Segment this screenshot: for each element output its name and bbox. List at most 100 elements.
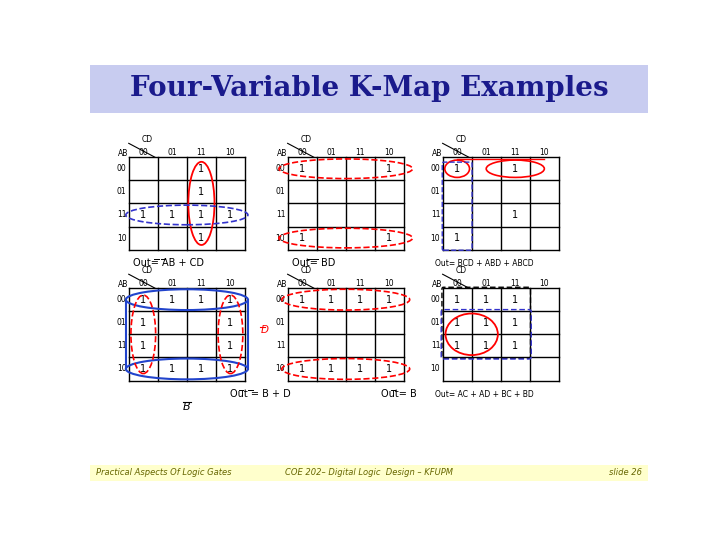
Text: 01: 01 — [117, 318, 127, 327]
Text: 1: 1 — [454, 233, 460, 243]
Text: 01: 01 — [482, 148, 491, 157]
Text: 1: 1 — [198, 295, 204, 305]
Text: 10: 10 — [431, 364, 441, 374]
Text: 01: 01 — [326, 148, 336, 157]
Text: 11: 11 — [431, 211, 441, 219]
Text: 1: 1 — [198, 210, 204, 220]
Text: 1: 1 — [228, 318, 233, 328]
Text: 10: 10 — [539, 148, 549, 157]
Text: 1: 1 — [483, 295, 490, 305]
Text: 11: 11 — [117, 341, 127, 350]
Text: Four-Variable K-Map Examples: Four-Variable K-Map Examples — [130, 75, 608, 102]
Text: 10: 10 — [384, 279, 394, 288]
Text: 10: 10 — [117, 233, 127, 242]
Text: 1: 1 — [228, 210, 233, 220]
Text: 11: 11 — [356, 279, 365, 288]
Text: AB: AB — [431, 280, 442, 289]
Text: CD: CD — [142, 266, 153, 275]
Text: 01: 01 — [276, 187, 285, 197]
Text: Out= B: Out= B — [381, 389, 416, 400]
Text: Practical Aspects Of Logic Gates: Practical Aspects Of Logic Gates — [96, 468, 232, 477]
Text: 1: 1 — [483, 318, 490, 328]
Text: 1: 1 — [198, 364, 204, 374]
Text: 1: 1 — [483, 341, 490, 351]
Text: 10: 10 — [276, 364, 285, 374]
Text: slide 26: slide 26 — [609, 468, 642, 477]
Text: 11: 11 — [197, 279, 206, 288]
Text: 00: 00 — [297, 279, 307, 288]
Text: 1: 1 — [299, 164, 305, 174]
Text: 01: 01 — [326, 279, 336, 288]
Text: Out= AB + CD: Out= AB + CD — [132, 259, 204, 268]
Text: Out = B + D: Out = B + D — [230, 389, 290, 400]
Text: COE 202– Digital Logic  Design – KFUPM: COE 202– Digital Logic Design – KFUPM — [285, 468, 453, 477]
Text: 01: 01 — [168, 279, 177, 288]
Text: 1: 1 — [140, 364, 146, 374]
Text: CD: CD — [456, 266, 467, 275]
Text: 00: 00 — [276, 295, 285, 304]
Text: Out= BD: Out= BD — [292, 259, 335, 268]
Text: 1: 1 — [454, 295, 460, 305]
Text: 1: 1 — [454, 318, 460, 328]
Text: CD: CD — [142, 136, 153, 145]
Text: CD: CD — [456, 136, 467, 145]
Text: 1: 1 — [198, 187, 204, 197]
Text: 1: 1 — [169, 295, 176, 305]
Text: 01: 01 — [431, 187, 441, 197]
Text: 01: 01 — [482, 279, 491, 288]
Text: AB: AB — [276, 149, 287, 158]
Text: 1: 1 — [299, 233, 305, 243]
Text: D: D — [261, 326, 269, 335]
Text: 1: 1 — [387, 295, 392, 305]
Text: 1: 1 — [387, 233, 392, 243]
Text: 10: 10 — [431, 233, 441, 242]
Text: 1: 1 — [357, 364, 364, 374]
Text: 11: 11 — [510, 279, 520, 288]
Text: 00: 00 — [138, 279, 148, 288]
Text: 1: 1 — [140, 295, 146, 305]
Text: 00: 00 — [452, 148, 462, 157]
Text: 1: 1 — [387, 164, 392, 174]
Text: 01: 01 — [431, 318, 441, 327]
Text: 11: 11 — [276, 211, 285, 219]
Text: 10: 10 — [225, 279, 235, 288]
Text: 1: 1 — [140, 318, 146, 328]
Text: 11: 11 — [197, 148, 206, 157]
Text: CD: CD — [301, 136, 312, 145]
Text: 1: 1 — [512, 295, 518, 305]
Text: 00: 00 — [431, 295, 441, 304]
Text: 11: 11 — [431, 341, 441, 350]
Text: 1: 1 — [228, 295, 233, 305]
FancyBboxPatch shape — [90, 65, 648, 112]
Text: 11: 11 — [510, 148, 520, 157]
Text: 1: 1 — [228, 364, 233, 374]
Text: 00: 00 — [138, 148, 148, 157]
Text: AB: AB — [276, 280, 287, 289]
Text: Out= BCD + ABD + ABCD: Out= BCD + ABD + ABCD — [435, 259, 534, 268]
Text: 1: 1 — [387, 364, 392, 374]
Text: 1: 1 — [328, 295, 334, 305]
Text: CD: CD — [301, 266, 312, 275]
Text: 00: 00 — [452, 279, 462, 288]
Text: 00: 00 — [117, 164, 127, 173]
Text: 11: 11 — [276, 341, 285, 350]
Text: 1: 1 — [454, 341, 460, 351]
Text: 00: 00 — [297, 148, 307, 157]
Text: 1: 1 — [512, 210, 518, 220]
Text: 00: 00 — [276, 164, 285, 173]
Text: 1: 1 — [357, 295, 364, 305]
Text: 1: 1 — [299, 364, 305, 374]
Text: 1: 1 — [299, 295, 305, 305]
Text: AB: AB — [117, 280, 128, 289]
Text: 10: 10 — [225, 148, 235, 157]
Text: 1: 1 — [454, 164, 460, 174]
Text: 1: 1 — [169, 210, 176, 220]
Text: AB: AB — [117, 149, 128, 158]
Text: 1: 1 — [328, 364, 334, 374]
Text: 10: 10 — [117, 364, 127, 374]
Text: AB: AB — [431, 149, 442, 158]
Text: 1: 1 — [198, 233, 204, 243]
Text: 10: 10 — [276, 233, 285, 242]
Text: 01: 01 — [117, 187, 127, 197]
Text: 1: 1 — [169, 364, 176, 374]
